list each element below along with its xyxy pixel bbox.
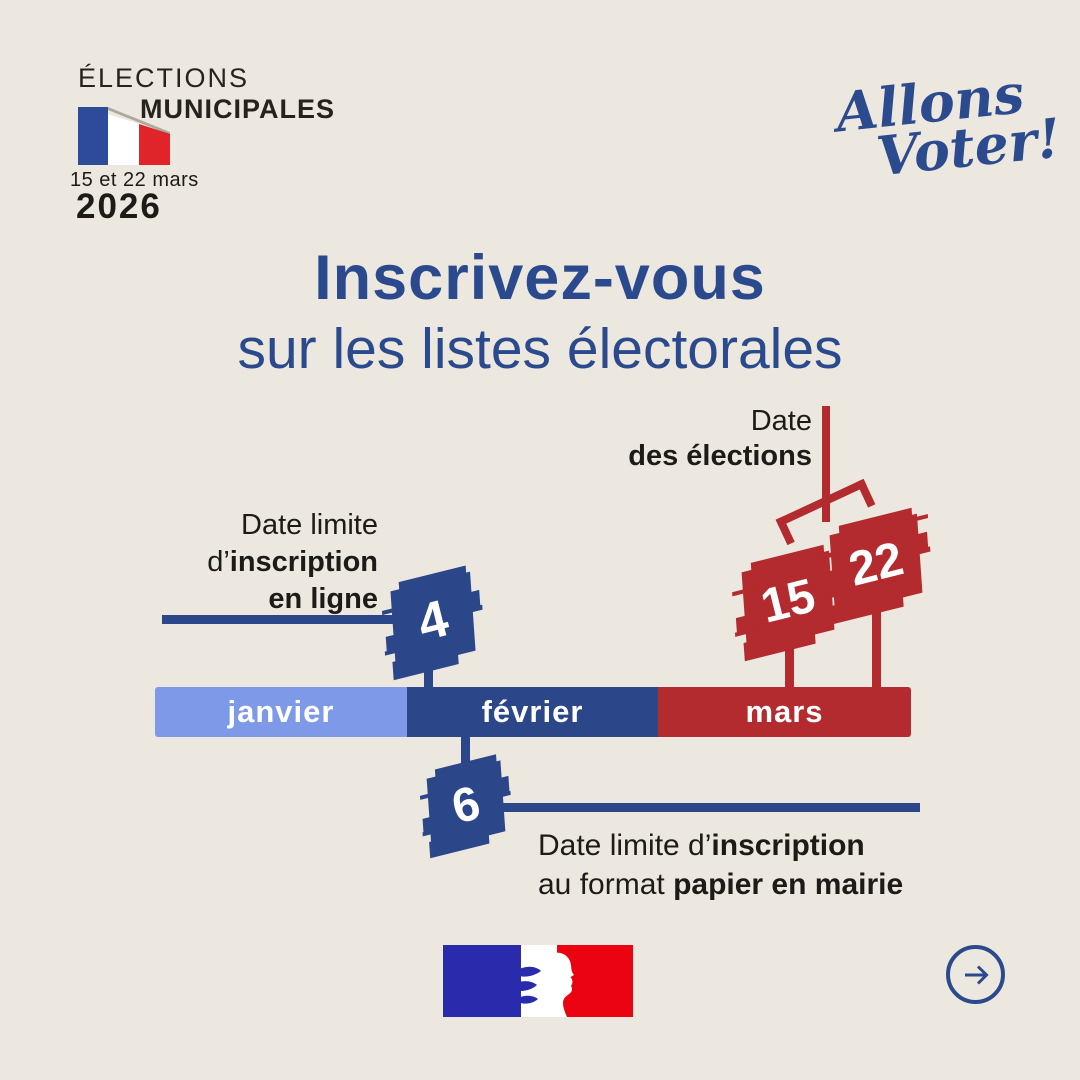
online-label-line1: Date limite xyxy=(241,509,378,541)
month-label: février xyxy=(481,694,584,729)
paper-label-line2-bold: papier en mairie xyxy=(673,868,904,901)
online-label-line3: en ligne xyxy=(268,583,378,615)
paper-label-line2: au format papier en mairie xyxy=(538,865,903,904)
brand-block: ÉLECTIONS MUNICIPALES 15 et 22 mars 2026 xyxy=(70,63,410,233)
elections-connector-line xyxy=(822,406,830,522)
paper-connector-line xyxy=(498,803,920,812)
brand-title-line1: ÉLECTIONS xyxy=(78,63,250,93)
next-button[interactable] xyxy=(946,945,1005,1004)
online-label-line2-bold: inscription xyxy=(229,546,378,578)
stamp-15-stem xyxy=(785,620,794,688)
paper-label-line1: Date limite d’inscription xyxy=(538,826,903,865)
allons-voter-logo: Allons Voter! xyxy=(833,61,1064,189)
elections-label-light: Date xyxy=(750,405,812,437)
online-label-line2-light: d’ xyxy=(207,546,230,578)
brand-year: 2026 xyxy=(76,187,162,226)
stamp-6-stem xyxy=(461,737,470,771)
allons-voter-line2: Voter! xyxy=(873,105,1064,189)
online-label-line2: d’inscription xyxy=(207,544,378,581)
stamp-22-day: 22 xyxy=(843,531,909,597)
brand-dates: 15 et 22 mars xyxy=(70,169,199,191)
date-stamp-22: 22 xyxy=(819,507,933,624)
brand-title-line2: MUNICIPALES xyxy=(140,94,336,124)
paper-deadline-label: Date limite d’inscription au format papi… xyxy=(538,826,903,904)
title-line1: Inscrivez-vous xyxy=(314,243,766,313)
date-stamp-4: 4 xyxy=(380,565,487,680)
paper-label-line2-light: au format xyxy=(538,868,674,901)
arrow-right-icon xyxy=(964,964,989,985)
page-title: Inscrivez-vous sur les listes électorale… xyxy=(0,242,1080,382)
online-connector-line xyxy=(162,615,402,624)
elections-label-bold: des élections xyxy=(628,440,812,472)
french-flag-icon xyxy=(78,107,170,165)
stamp-22-stem xyxy=(872,592,881,688)
timeline-month-fevrier: février xyxy=(407,687,658,737)
timeline-month-mars: mars xyxy=(658,687,911,737)
paper-label-line1-light: Date limite d’ xyxy=(538,829,712,862)
timeline-month-janvier: janvier xyxy=(155,687,407,737)
paper-label-line1-bold: inscription xyxy=(711,829,865,862)
timeline-bar: janvier février mars xyxy=(155,687,911,737)
title-line2: sur les listes électorales xyxy=(237,317,843,381)
republique-francaise-marianne-logo xyxy=(443,945,633,1017)
online-deadline-label: Date limite d’inscription en ligne xyxy=(207,507,378,618)
elections-date-label: Date des élections xyxy=(628,404,812,474)
month-label: janvier xyxy=(227,694,335,729)
month-label: mars xyxy=(745,694,824,729)
date-stamp-6: 6 xyxy=(418,754,515,859)
